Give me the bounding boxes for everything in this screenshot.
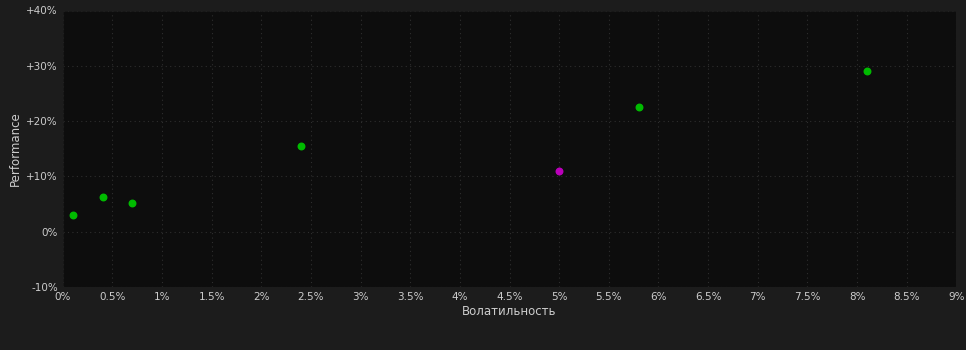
Point <box>65 212 80 218</box>
Point <box>125 200 140 206</box>
Point <box>294 143 309 149</box>
Point <box>860 69 875 74</box>
X-axis label: Волатильность: Волатильность <box>463 304 556 318</box>
Point <box>552 168 567 174</box>
Point <box>631 105 646 110</box>
Point <box>95 195 110 200</box>
Y-axis label: Performance: Performance <box>9 111 22 186</box>
